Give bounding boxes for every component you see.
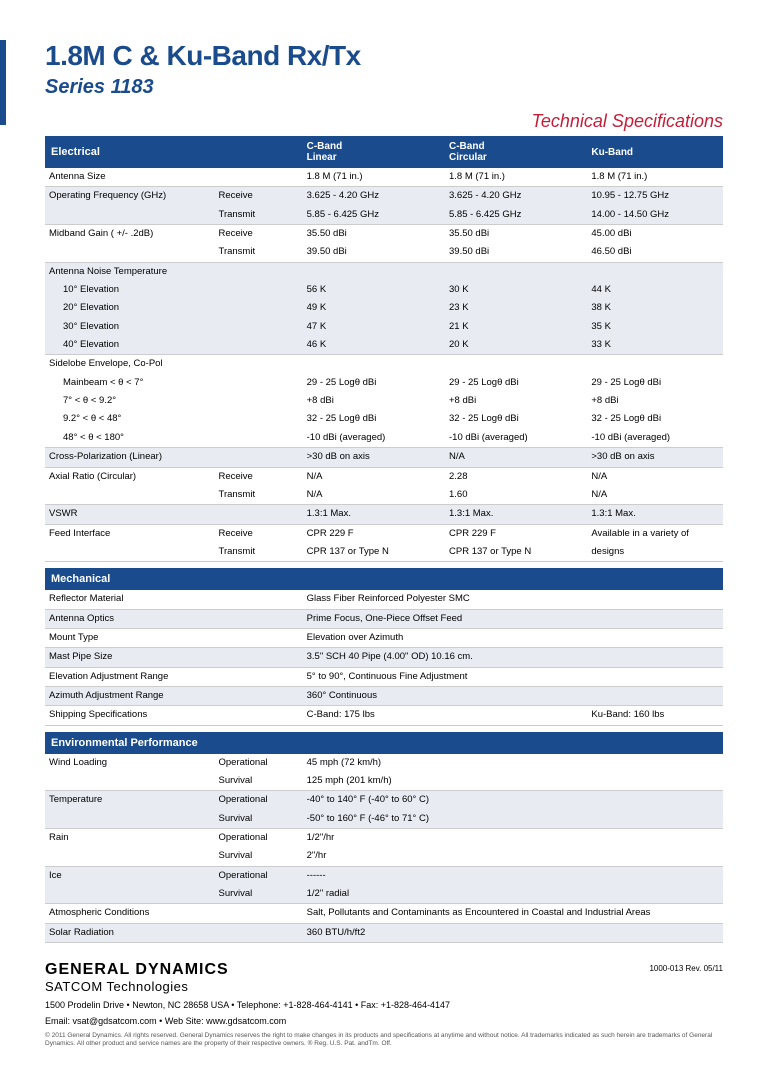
- section-electrical: Electrical: [45, 136, 303, 168]
- series: Series 1183: [45, 76, 723, 99]
- row-noise-30: 30° Elevation47 K21 K35 K: [45, 318, 723, 336]
- environmental-table: Environmental Performance Wind LoadingOp…: [45, 732, 723, 943]
- accent-bar: [0, 40, 6, 125]
- row-ice-s: Survival1/2" radial: [45, 885, 723, 904]
- title: 1.8M C & Ku-Band Rx/Tx: [45, 40, 723, 72]
- page: 1.8M C & Ku-Band Rx/Tx Series 1183 Techn…: [0, 0, 768, 1068]
- row-elev: Elevation Adjustment Range5° to 90°, Con…: [45, 667, 723, 686]
- col-kuband: Ku-Band: [587, 136, 723, 168]
- brand-primary: GENERAL DYNAMICS: [45, 961, 723, 979]
- row-midband-t: Transmit39.50 dBi39.50 dBi46.50 dBi: [45, 243, 723, 262]
- tech-spec-heading: Technical Specifications: [45, 111, 723, 132]
- col-cband-linear: C-Band Linear: [303, 136, 445, 168]
- row-mount: Mount TypeElevation over Azimuth: [45, 628, 723, 647]
- brand-secondary: SATCOM Technologies: [45, 979, 723, 994]
- row-sl1: Mainbeam < θ < 7°29 - 25 Logθ dBi29 - 25…: [45, 374, 723, 392]
- row-opfreq-t: Transmit5.85 - 6.425 GHz5.85 - 6.425 GHz…: [45, 206, 723, 225]
- section-mechanical: Mechanical: [45, 568, 723, 590]
- row-midband: Midband Gain ( +/- .2dB)Receive35.50 dBi…: [45, 225, 723, 244]
- row-rain-s: Survival2"/hr: [45, 847, 723, 866]
- row-vswr: VSWR1.3:1 Max.1.3:1 Max.1.3:1 Max.: [45, 505, 723, 524]
- row-feed: Feed InterfaceReceiveCPR 229 FCPR 229 FA…: [45, 524, 723, 543]
- row-crosspol: Cross-Polarization (Linear)>30 dB on axi…: [45, 448, 723, 467]
- row-axial-t: TransmitN/A1.60N/A: [45, 486, 723, 505]
- row-feed-t: TransmitCPR 137 or Type NCPR 137 or Type…: [45, 543, 723, 562]
- row-atmos: Atmospheric ConditionsSalt, Pollutants a…: [45, 904, 723, 923]
- mechanical-table: Mechanical Reflector MaterialGlass Fiber…: [45, 568, 723, 725]
- row-mast: Mast Pipe Size3.5" SCH 40 Pipe (4.00" OD…: [45, 648, 723, 667]
- row-solar: Solar Radiation360 BTU/h/ft2: [45, 923, 723, 942]
- row-ice: IceOperational------: [45, 866, 723, 885]
- section-environmental: Environmental Performance: [45, 732, 723, 754]
- row-reflector: Reflector MaterialGlass Fiber Reinforced…: [45, 590, 723, 609]
- electrical-table: Electrical C-Band Linear C-Band Circular…: [45, 136, 723, 562]
- row-sl3: 9.2° < θ < 48°32 - 25 Logθ dBi32 - 25 Lo…: [45, 410, 723, 428]
- col-cband-circular: C-Band Circular: [445, 136, 587, 168]
- row-antenna-size: Antenna Size1.8 M (71 in.)1.8 M (71 in.)…: [45, 168, 723, 187]
- row-sidelobe: Sidelobe Envelope, Co-Pol: [45, 355, 723, 374]
- row-noise-40: 40° Elevation46 K20 K33 K: [45, 336, 723, 355]
- row-sl2: 7° < θ < 9.2°+8 dBi+8 dBi+8 dBi: [45, 392, 723, 410]
- row-ship: Shipping SpecificationsC-Band: 175 lbsKu…: [45, 706, 723, 725]
- row-wind-s: Survival125 mph (201 km/h): [45, 772, 723, 791]
- row-sl4: 48° < θ < 180°-10 dBi (averaged)-10 dBi …: [45, 429, 723, 448]
- address-line2: Email: vsat@gdsatcom.com • Web Site: www…: [45, 1016, 723, 1026]
- row-axial: Axial Ratio (Circular)ReceiveN/A2.28N/A: [45, 467, 723, 486]
- legal-text: © 2011 General Dynamics. All rights rese…: [45, 1032, 723, 1048]
- row-temp: TemperatureOperational-40° to 140° F (-4…: [45, 791, 723, 810]
- address-line1: 1500 Prodelin Drive • Newton, NC 28658 U…: [45, 1000, 723, 1010]
- row-noise: Antenna Noise Temperature: [45, 262, 723, 281]
- row-noise-20: 20° Elevation49 K23 K38 K: [45, 299, 723, 317]
- row-wind: Wind LoadingOperational45 mph (72 km/h): [45, 754, 723, 772]
- row-opfreq: Operating Frequency (GHz)Receive3.625 - …: [45, 187, 723, 206]
- row-temp-s: Survival-50° to 160° F (-46° to 71° C): [45, 810, 723, 829]
- footer: GENERAL DYNAMICS SATCOM Technologies 100…: [45, 961, 723, 1048]
- row-rain: RainOperational1/2"/hr: [45, 829, 723, 848]
- row-noise-10: 10° Elevation56 K30 K44 K: [45, 281, 723, 299]
- row-azim: Azimuth Adjustment Range360° Continuous: [45, 686, 723, 705]
- revision: 1000-013 Rev. 05/11: [649, 964, 723, 973]
- row-optics: Antenna OpticsPrime Focus, One-Piece Off…: [45, 609, 723, 628]
